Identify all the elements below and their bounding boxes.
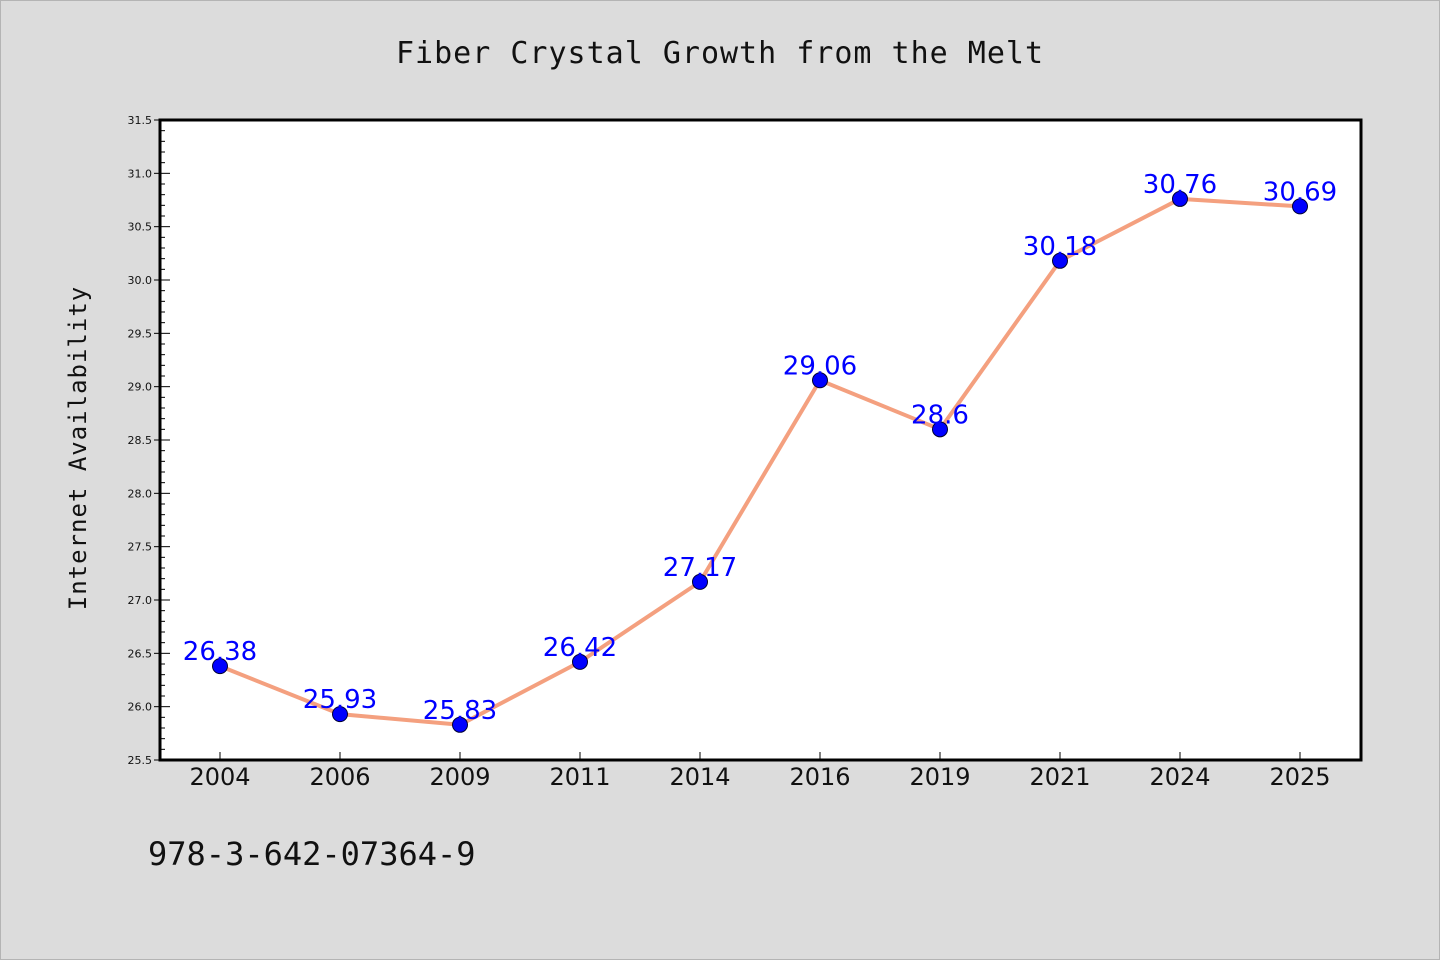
data-point (1052, 252, 1068, 269)
data-label: 26.38 (183, 637, 257, 667)
y-tick-label: 31.0 (128, 167, 153, 180)
plot-border (158, 118, 1363, 762)
y-tick-label: 26.0 (128, 701, 153, 714)
x-tick-label: 2025 (1269, 763, 1330, 791)
y-tick-label: 28.5 (128, 434, 153, 447)
x-tick-label: 2016 (789, 763, 850, 791)
y-axis-label: Internet Availability (64, 286, 92, 610)
data-point (572, 653, 588, 670)
y-tick-label: 25.5 (128, 754, 153, 767)
data-point (932, 421, 948, 438)
series-markers (212, 190, 1308, 733)
y-tick-label: 30.0 (128, 274, 153, 287)
y-tick-label: 29.5 (128, 327, 153, 340)
x-tick-label: 2014 (669, 763, 730, 791)
y-axis-ticks: 25.5 26.0 26.5 27.0 27.5 28.0 28.5 29.0 29.5 30.0… (128, 114, 170, 767)
y-tick-label: 29.0 (128, 381, 153, 394)
data-point (692, 573, 708, 590)
data-point (1292, 198, 1308, 215)
data-point (212, 658, 228, 675)
data-label: 29.06 (783, 351, 857, 381)
y-tick-label: 31.5 (128, 114, 153, 127)
data-labels: 26.38 25.93 25.83 26.42 27.17 29.06 28.6 30.18 3… (183, 170, 1337, 726)
x-tick-label: 2009 (429, 763, 490, 791)
x-tick-label: 2019 (909, 763, 970, 791)
series-line (218, 196, 1302, 727)
y-tick-label: 28.0 (128, 487, 153, 500)
data-label: 28.6 (911, 400, 969, 430)
x-axis-ticks: 2004 2006 2009 2011 2014 2016 2019 2021 2024 2025 (189, 752, 1331, 791)
data-label: 25.93 (303, 685, 377, 715)
footer-text: 978-3-642-07364-9 (148, 835, 476, 873)
data-label: 25.83 (423, 696, 497, 726)
x-tick-label: 2011 (549, 763, 610, 791)
x-tick-label: 2024 (1149, 763, 1210, 791)
data-point (1172, 190, 1188, 207)
data-label: 26.42 (543, 633, 617, 663)
x-tick-label: 2004 (189, 763, 250, 791)
y-tick-label: 26.5 (128, 647, 153, 660)
chart-title: Fiber Crystal Growth from the Melt (396, 36, 1044, 71)
data-label: 30.18 (1023, 232, 1097, 262)
x-tick-label: 2021 (1029, 763, 1090, 791)
data-point (452, 716, 468, 733)
data-label: 27.17 (663, 553, 737, 583)
x-tick-label: 2006 (309, 763, 370, 791)
y-tick-label: 27.0 (128, 594, 153, 607)
data-point (812, 372, 828, 389)
data-label: 30.76 (1143, 170, 1217, 200)
y-tick-label: 30.5 (128, 221, 153, 234)
y-tick-label: 27.5 (128, 541, 153, 554)
data-label: 30.69 (1263, 177, 1337, 207)
data-point (332, 706, 348, 723)
plot-area (160, 120, 1361, 760)
